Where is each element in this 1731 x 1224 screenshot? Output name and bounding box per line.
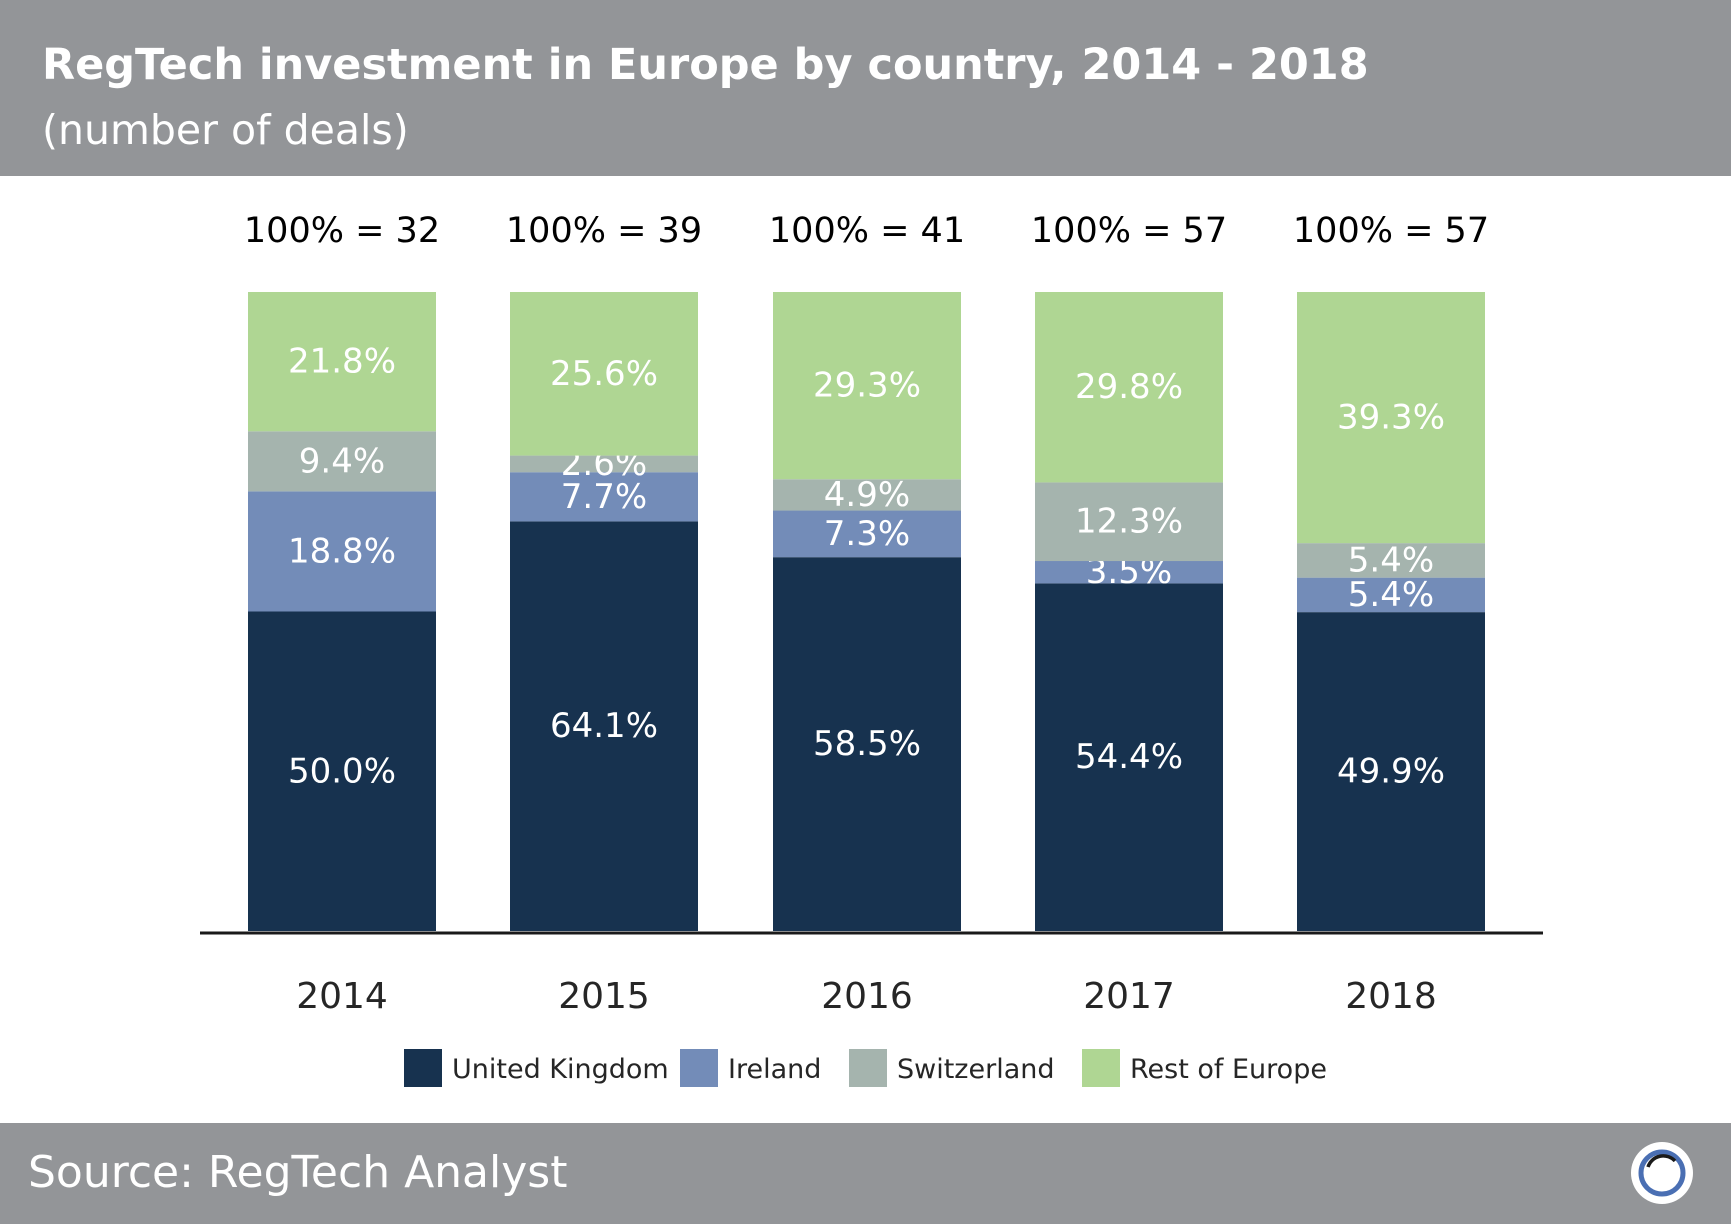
legend-label-rest-of-europe: Rest of Europe (1130, 1054, 1327, 1085)
data-label-2018-switzerland: 5.4% (1348, 540, 1434, 580)
category-labels: 2014 2015 2016 2017 2018 (296, 976, 1437, 1017)
bar-2015-switzerland (510, 455, 698, 473)
bar-2017-ireland (1035, 561, 1223, 584)
legend-swatch-united-kingdom (404, 1049, 442, 1087)
bar-2014-ireland (248, 491, 436, 612)
legend-swatch-rest-of-europe (1082, 1049, 1120, 1087)
x-tick-label-2015: 2015 (558, 976, 650, 1017)
chart-title: RegTech investment in Europe by country,… (42, 40, 1369, 90)
x-tick-label-2017: 2017 (1083, 976, 1175, 1017)
bar-2015-ireland (510, 472, 698, 522)
data-label-2017-rest-of-europe: 29.8% (1075, 367, 1183, 407)
bar-2016-switzerland (773, 479, 961, 511)
data-label-2015-ireland: 7.7% (561, 477, 647, 517)
bar-2018-ireland (1297, 577, 1485, 613)
bar-2016-united-kingdom (773, 557, 961, 931)
source-note: Source: RegTech Analyst (28, 1147, 568, 1198)
data-label-2014-rest-of-europe: 21.8% (288, 342, 396, 382)
data-label-2017-switzerland: 12.3% (1075, 502, 1183, 542)
bars: 50.0%18.8%9.4%21.8%64.1%7.7%2.6%25.6%58.… (248, 292, 1485, 931)
bar-2016-rest-of-europe (773, 292, 961, 480)
bar-2018-united-kingdom (1297, 612, 1485, 931)
chart-footer: Source: RegTech Analyst (0, 1123, 1731, 1224)
bar-2017-united-kingdom (1035, 583, 1223, 931)
data-label-2014-switzerland: 9.4% (299, 441, 385, 481)
data-label-2015-united-kingdom: 64.1% (550, 706, 658, 746)
bar-2014-rest-of-europe (248, 292, 436, 432)
bar-2018-rest-of-europe (1297, 292, 1485, 544)
total-label-2014: 100% = 32 (244, 211, 440, 251)
legend: United Kingdom Ireland Switzerland Rest of … (404, 1049, 1327, 1087)
data-label-2016-rest-of-europe: 29.3% (813, 366, 921, 406)
total-labels: 100% = 32 100% = 39 100% = 41 100% = 57 100%… (244, 211, 1489, 251)
bar-2014-united-kingdom (248, 611, 436, 931)
bar-2015-united-kingdom (510, 521, 698, 931)
data-label-2016-ireland: 7.3% (824, 514, 910, 554)
stacked-bar-chart: 100% = 32 100% = 39 100% = 41 100% = 57 100%… (200, 211, 1543, 1087)
bar-2015-rest-of-europe (510, 292, 698, 456)
bar-2017-switzerland (1035, 482, 1223, 562)
chart-header: RegTech investment in Europe by country,… (0, 0, 1731, 176)
legend-swatch-ireland (680, 1049, 718, 1087)
data-label-2016-united-kingdom: 58.5% (813, 724, 921, 764)
data-label-2014-united-kingdom: 50.0% (288, 751, 396, 791)
bar-2016-ireland (773, 510, 961, 558)
data-label-2015-rest-of-europe: 25.6% (550, 354, 658, 394)
data-label-2017-united-kingdom: 54.4% (1075, 737, 1183, 777)
legend-label-united-kingdom: United Kingdom (452, 1054, 669, 1085)
x-tick-label-2014: 2014 (296, 976, 388, 1017)
data-label-2018-rest-of-europe: 39.3% (1337, 398, 1445, 438)
data-label-2016-switzerland: 4.9% (824, 475, 910, 515)
data-label-2018-united-kingdom: 49.9% (1337, 752, 1445, 792)
circle-logo-icon (1631, 1142, 1693, 1204)
total-label-2017: 100% = 57 (1031, 211, 1227, 251)
legend-swatch-switzerland (849, 1049, 887, 1087)
x-tick-label-2016: 2016 (821, 976, 913, 1017)
total-label-2018: 100% = 57 (1293, 211, 1489, 251)
data-label-2014-ireland: 18.8% (288, 531, 396, 571)
x-tick-label-2018: 2018 (1345, 976, 1437, 1017)
legend-label-ireland: Ireland (728, 1054, 821, 1085)
data-label-2018-ireland: 5.4% (1348, 575, 1434, 615)
total-label-2015: 100% = 39 (506, 211, 702, 251)
chart-subtitle: (number of deals) (42, 106, 409, 154)
bar-2018-switzerland (1297, 543, 1485, 578)
legend-label-switzerland: Switzerland (897, 1054, 1055, 1085)
bar-2017-rest-of-europe (1035, 292, 1223, 483)
bar-2014-switzerland (248, 431, 436, 492)
total-label-2016: 100% = 41 (769, 211, 965, 251)
